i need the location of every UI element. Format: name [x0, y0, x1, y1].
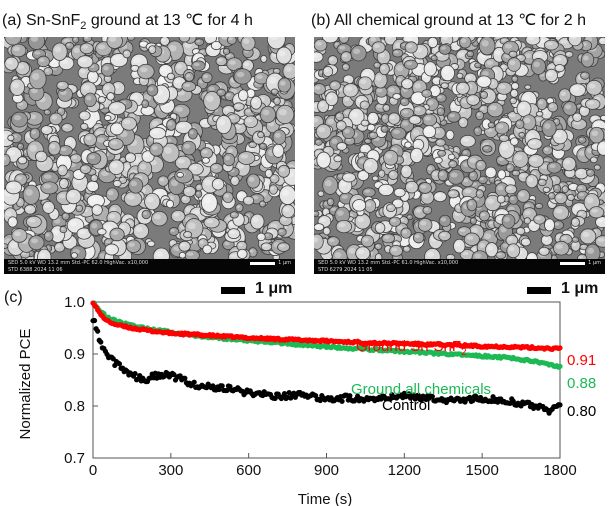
sem-image-b: SED 5.0 kV WD 13.2 mm Std.-PC 61.0 HighV… — [314, 37, 605, 274]
data-point — [210, 383, 216, 389]
series-end-value: 0.80 — [567, 403, 596, 420]
series-label: Ground all chemicals — [351, 381, 491, 398]
plot-frame — [92, 301, 561, 459]
data-point — [286, 389, 292, 396]
data-point — [95, 328, 101, 334]
sem-grain-texture-a — [4, 37, 295, 274]
sem-info-line1-a: SED 5.0 kV WD 13.2 mm Std.-PC 62.0 HighV… — [8, 260, 149, 266]
data-point — [313, 393, 319, 399]
scale-bar-label-a: 1 μm — [255, 280, 293, 297]
panel-b-title-text: (b) All chemical ground at 13 ℃ for 2 h — [311, 12, 586, 29]
x-axis-label: Time (s) — [298, 491, 352, 506]
panel-a-title-rest: ground at 13 ℃ for 4 h — [86, 12, 253, 29]
data-point — [339, 398, 345, 404]
panel-a-title-sub: 2 — [80, 20, 87, 33]
series-ground-sn-snf2 — [90, 300, 563, 352]
scale-bar-line-a — [221, 287, 245, 294]
x-tick-label: 1800 — [543, 462, 576, 479]
data-point — [557, 402, 563, 408]
x-tick-label: 1500 — [465, 462, 498, 479]
data-point — [191, 379, 197, 385]
sem-info-line1-b: SED 5.0 kV WD 13.2 mm Std.-PC 61.0 HighV… — [318, 260, 459, 266]
panel-a-title-text: (a) Sn-SnF — [2, 12, 81, 29]
scale-bar-line-b — [527, 287, 551, 294]
series-control — [90, 317, 563, 416]
series-ground-all-chemicals — [90, 300, 563, 370]
y-tick-label: 1.0 — [64, 294, 85, 311]
data-point — [415, 392, 421, 398]
sem-image-a: SED 5.0 kV WD 13.2 mm Std.-PC 62.0 HighV… — [4, 37, 295, 274]
y-tick-label: 0.9 — [64, 346, 85, 363]
series-label: Ground Sn-SnF2 — [356, 338, 467, 358]
data-point — [281, 391, 288, 397]
data-point — [272, 395, 278, 402]
data-point — [182, 375, 188, 381]
sem-info-bar-b: SED 5.0 kV WD 13.2 mm Std.-PC 61.0 HighV… — [314, 259, 605, 274]
sem-info-scale-label-a: 1 μm — [278, 260, 291, 266]
chart-axes: 0 300 600 900 1200 1500 1800 0.7 0.8 0.9 1.0 — [64, 294, 577, 479]
data-point — [224, 387, 230, 394]
y-tick-label: 0.7 — [64, 450, 85, 467]
data-point — [219, 383, 225, 389]
data-point — [132, 370, 138, 377]
pce-chart: (c) 0 300 600 900 1200 1500 1800 0.7 0.8 0.9 1.0 G… — [4, 289, 596, 506]
sem-info-line2-b: STD 6279 2024 11 05 — [318, 267, 373, 273]
panel-a-title: (a) Sn-SnF2 ground at 13 ℃ for 4 h — [2, 10, 253, 32]
sem-info-scalebar-a — [250, 262, 275, 265]
sem-grain-texture-b — [314, 37, 605, 274]
data-point — [98, 339, 104, 345]
series-end-value: 0.91 — [567, 352, 596, 369]
sem-info-bar-a: SED 5.0 kV WD 13.2 mm Std.-PC 62.0 HighV… — [4, 259, 295, 274]
data-point — [470, 398, 476, 404]
x-tick-label: 300 — [158, 462, 183, 479]
panel-b-title: (b) All chemical ground at 13 ℃ for 2 h — [311, 10, 586, 30]
data-point — [429, 393, 435, 400]
data-point — [467, 394, 473, 400]
sem-info-scale-label-b: 1 μm — [588, 260, 601, 266]
scale-bar-label-b: 1 μm — [561, 280, 599, 297]
y-tick-label: 0.8 — [64, 398, 85, 415]
sem-info-scalebar-b — [560, 262, 585, 265]
x-tick-label: 900 — [314, 462, 339, 479]
data-point — [91, 317, 98, 324]
series-label: Control — [382, 397, 430, 414]
chart-panel-label: (c) — [4, 289, 23, 306]
x-tick-label: 600 — [236, 462, 261, 479]
data-point — [557, 345, 563, 351]
y-axis-label: Normalized PCE — [17, 329, 34, 440]
x-tick-label: 1200 — [388, 462, 421, 479]
x-tick-label: 0 — [89, 462, 97, 479]
data-point — [557, 363, 563, 369]
data-point — [347, 393, 353, 399]
chart-series — [90, 300, 563, 416]
data-point — [116, 361, 123, 367]
series-end-value: 0.88 — [567, 375, 596, 392]
chart-series-labels: Ground Sn-SnF2 0.91 Ground all chemicals 0.… — [351, 338, 596, 420]
sem-info-line2-a: STD 6388 2024 11 06 — [8, 267, 63, 273]
